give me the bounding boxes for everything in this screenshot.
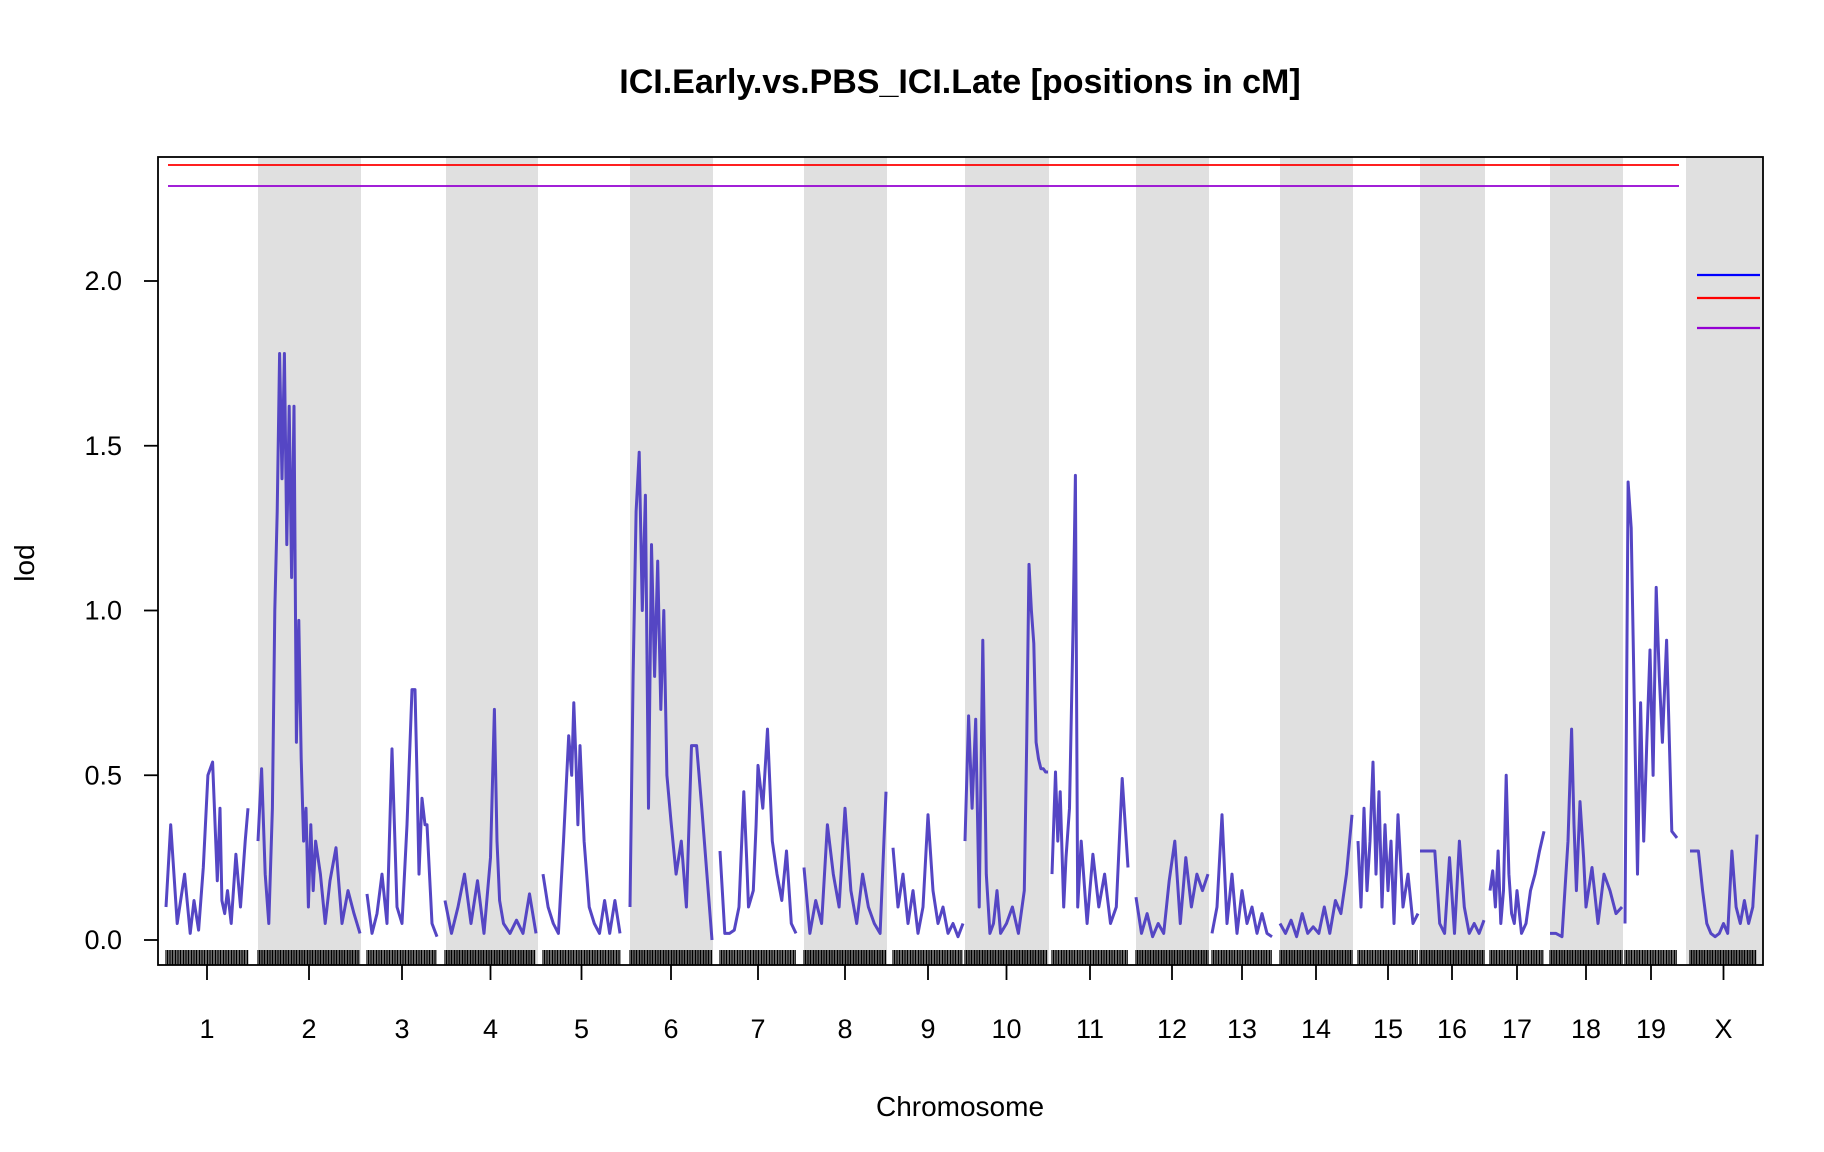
lod-curve-chr-4 — [443, 707, 538, 935]
x-tick-label-chr-12: 12 — [1157, 1014, 1187, 1044]
lod-curve-chr-5 — [541, 701, 622, 935]
y-tick-label-1.0: 1.0 — [84, 596, 122, 626]
lod-curve-chr-1 — [164, 760, 250, 935]
marker-rug-chr-5 — [542, 950, 621, 965]
lod-curve-chr-16 — [1420, 839, 1486, 935]
x-tick-label-chr-1: 1 — [199, 1014, 214, 1044]
lod-curve-chr-14 — [1278, 814, 1354, 939]
threshold-lines — [168, 164, 1679, 187]
lod-curve-chr-15 — [1356, 760, 1420, 925]
x-tick-label-chr-17: 17 — [1502, 1014, 1532, 1044]
marker-rug-chr-19 — [1624, 950, 1677, 965]
x-tick-label-chr-4: 4 — [483, 1014, 498, 1044]
marker-rug-chr-12 — [1135, 950, 1209, 965]
y-tick-label-0.0: 0.0 — [84, 925, 122, 955]
marker-rug-chr-6 — [629, 950, 713, 965]
marker-rug-chr-15 — [1357, 950, 1418, 965]
x-tick-label-chr-16: 16 — [1437, 1014, 1467, 1044]
lod-curve-chr-X — [1690, 834, 1759, 939]
marker-rug-chr-4 — [444, 950, 536, 965]
x-tick-label-chr-15: 15 — [1373, 1014, 1403, 1044]
y-tick-label-2.0: 2.0 — [84, 266, 122, 296]
marker-rug-chr-3 — [366, 950, 437, 965]
chart-title: ICI.Early.vs.PBS_ICI.Late [positions in … — [619, 63, 1300, 101]
shading-band-chr-12 — [1136, 157, 1209, 965]
lod-curve-chr-6 — [628, 450, 714, 941]
lod-curve-chr-11 — [1050, 473, 1130, 925]
marker-rug — [165, 950, 1757, 965]
x-tick-label-chr-9: 9 — [920, 1014, 935, 1044]
x-tick-label-chr-2: 2 — [301, 1014, 316, 1044]
x-tick-label-chr-11: 11 — [1076, 1014, 1104, 1044]
marker-rug-chr-10 — [964, 950, 1048, 965]
x-tick-label-chr-3: 3 — [394, 1014, 409, 1044]
plot-frame — [157, 156, 1764, 966]
y-tick-label-1.5: 1.5 — [84, 431, 122, 461]
marker-rug-chr-16 — [1419, 950, 1485, 965]
shading-band-chr-14 — [1280, 157, 1353, 965]
x-axis: 1 2 3 4 5 6 7 8 9 10 11 12 13 14 15 16 17 18 19 X — [199, 965, 1733, 1044]
x-tick-label-chr-18: 18 — [1571, 1014, 1601, 1044]
chromosome-shading — [258, 157, 1763, 965]
y-axis: 0.0 0.5 1.0 1.5 2.0 — [84, 266, 158, 955]
x-axis-label: Chromosome — [876, 1091, 1044, 1122]
marker-rug-chr-X — [1689, 950, 1757, 965]
lod-curve-chr-19 — [1623, 480, 1679, 924]
lod-curve-chr-12 — [1134, 839, 1210, 939]
shading-band-chr-16 — [1420, 157, 1485, 965]
lod-curve-chr-10 — [963, 562, 1048, 935]
marker-rug-chr-18 — [1549, 950, 1623, 965]
lod-curve-chr-18 — [1550, 727, 1624, 939]
x-tick-label-chr-14: 14 — [1301, 1014, 1331, 1044]
marker-rug-chr-14 — [1279, 950, 1353, 965]
x-tick-label-chr-7: 7 — [750, 1014, 765, 1044]
marker-rug-chr-2 — [257, 950, 360, 965]
marker-rug-chr-11 — [1051, 950, 1128, 965]
lod-curves — [164, 352, 1759, 941]
marker-rug-chr-13 — [1211, 950, 1272, 965]
x-tick-label-chr-8: 8 — [837, 1014, 852, 1044]
x-tick-label-chr-13: 13 — [1227, 1014, 1257, 1044]
marker-rug-chr-9 — [892, 950, 963, 965]
marker-rug-chr-1 — [165, 950, 249, 965]
marker-rug-chr-7 — [719, 950, 796, 965]
x-tick-label-chr-10: 10 — [991, 1014, 1021, 1044]
x-tick-label-chr-X: X — [1714, 1014, 1732, 1044]
y-axis-label: lod — [9, 544, 40, 581]
lod-curve-chr-8 — [802, 791, 888, 935]
x-tick-label-chr-19: 19 — [1636, 1014, 1666, 1044]
shading-band-chr-X — [1686, 157, 1763, 965]
lod-curve-chr-2 — [256, 352, 362, 934]
x-tick-label-chr-5: 5 — [574, 1014, 589, 1044]
lod-curve-chr-9 — [891, 813, 965, 939]
lod-curve-chr-7 — [718, 727, 798, 935]
lod-curve-chr-13 — [1210, 813, 1273, 938]
shading-band-chr-8 — [804, 157, 887, 965]
legend — [1697, 273, 1760, 330]
lod-curve-chr-3 — [365, 688, 439, 938]
shading-band-chr-18 — [1550, 157, 1623, 965]
lod-curve-chr-17 — [1488, 773, 1546, 935]
y-tick-label-0.5: 0.5 — [84, 760, 122, 790]
marker-rug-chr-8 — [803, 950, 887, 965]
x-tick-label-chr-6: 6 — [663, 1014, 678, 1044]
marker-rug-chr-17 — [1489, 950, 1544, 965]
